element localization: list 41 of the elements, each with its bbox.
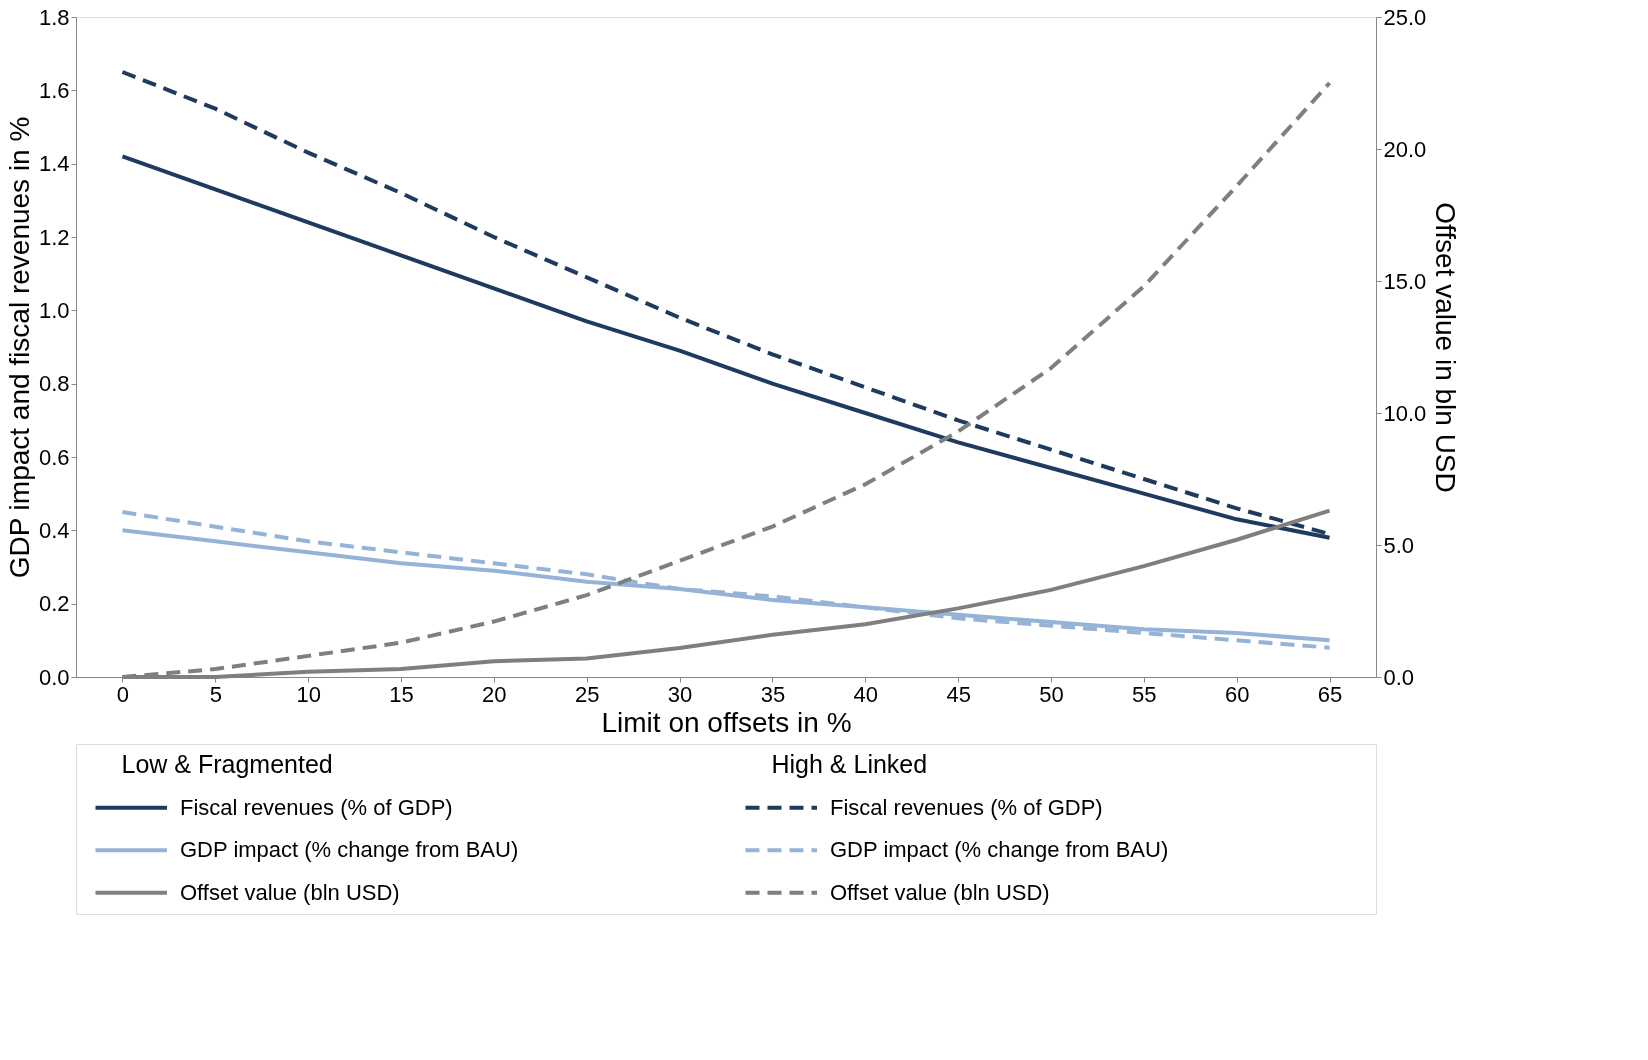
y2-tick-label: 15.0	[1383, 268, 1427, 294]
x-tick-label: 10	[296, 681, 321, 707]
y-axis-title: GDP impact and fiscal revenues in %	[3, 116, 35, 579]
legend-label: Fiscal revenues (% of GDP)	[830, 794, 1103, 820]
y2-tick-label: 0.0	[1383, 664, 1415, 690]
y-tick-label: 0.6	[38, 444, 70, 470]
x-tick-label: 5	[209, 681, 222, 707]
y-tick-label: 0.4	[38, 517, 70, 543]
text: High & Linked	[771, 750, 928, 779]
y-tick-label: 1.2	[38, 224, 70, 250]
y2-axis-title: Offset value in bln USD	[1430, 202, 1462, 493]
x-tick-label: 60	[1224, 681, 1250, 707]
x-tick-label: 40	[853, 681, 879, 707]
y-tick-label: 0.8	[38, 371, 70, 397]
x-tick-label: 45	[946, 681, 971, 707]
y2-tick-label: 10.0	[1383, 400, 1427, 426]
y-tick-label: 0.0	[38, 664, 70, 690]
x-tick-label: 30	[667, 681, 693, 707]
x-tick-label: 50	[1039, 681, 1064, 707]
y2-tick-label: 5.0	[1383, 532, 1415, 558]
legend-label: Fiscal revenues (% of GDP)	[180, 794, 453, 820]
y2-tick-label: 25.0	[1383, 4, 1427, 30]
x-tick-label: 25	[574, 681, 600, 707]
y-tick-label: 1.0	[38, 297, 70, 323]
x-tick-label: 20	[482, 681, 507, 707]
y-tick-label: 1.4	[38, 151, 70, 177]
x-tick-label: 35	[760, 681, 786, 707]
y-tick-label: 1.6	[38, 77, 70, 103]
x-tick-label: 0	[116, 681, 130, 707]
y-tick-label: 1.8	[38, 4, 70, 30]
x-tick-label: 15	[389, 681, 414, 707]
text: Low & Fragmented	[121, 750, 333, 779]
legend-label: GDP impact (% change from BAU)	[180, 837, 519, 863]
legend-label: GDP impact (% change from BAU)	[830, 837, 1169, 863]
legend-label: Offset value (bln USD)	[180, 879, 400, 905]
legend-label: Offset value (bln USD)	[830, 879, 1050, 905]
y-tick-label: 0.2	[38, 591, 70, 617]
x-axis-title: Limit on offsets in %	[601, 706, 852, 738]
x-tick-label: 55	[1132, 681, 1157, 707]
y2-tick-label: 20.0	[1383, 136, 1427, 162]
x-tick-label: 65	[1317, 681, 1343, 707]
